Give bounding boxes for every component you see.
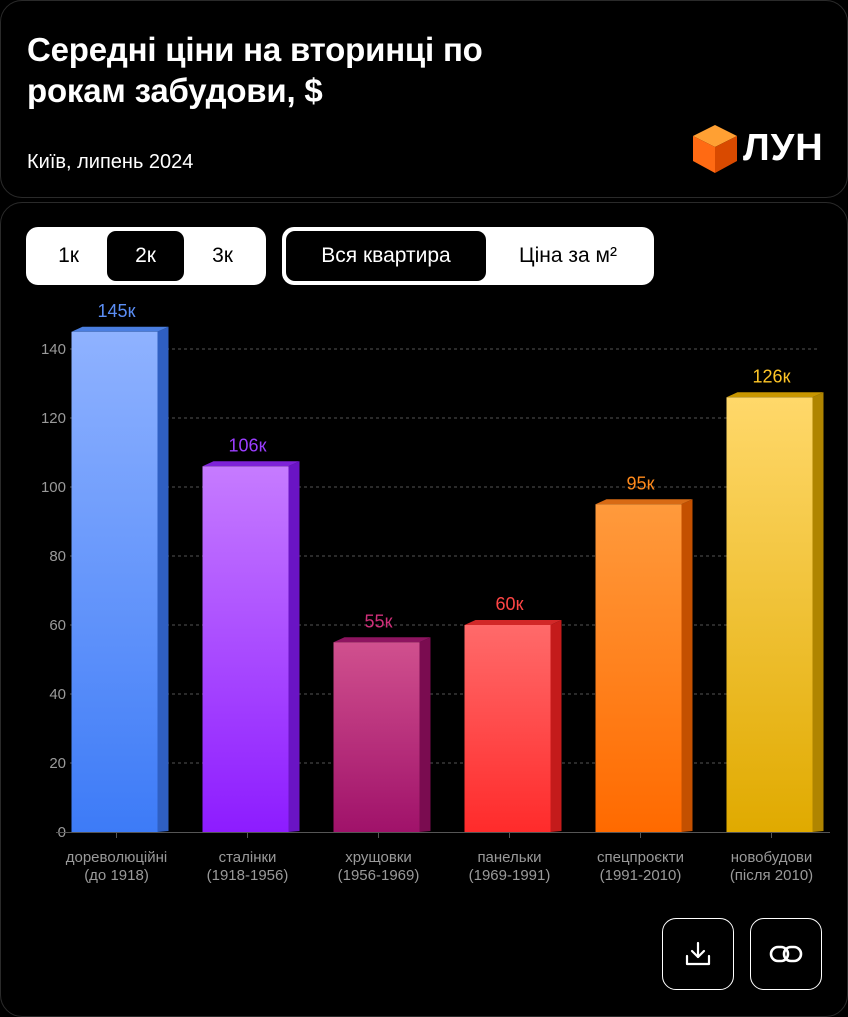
rooms-option-1k[interactable]: 1к xyxy=(58,244,79,267)
bar-cap xyxy=(333,637,431,643)
x-tick-label: хрущовки xyxy=(345,849,412,866)
value-label: 106к xyxy=(229,435,267,455)
price-mode-selector: Вся квартира Ціна за м² xyxy=(282,227,654,285)
rooms-selector: 1к 2к 3к xyxy=(26,227,266,285)
rooms-option-2k[interactable]: 2к xyxy=(107,231,184,281)
link-icon xyxy=(769,945,803,963)
y-tick-label: 120 xyxy=(41,410,66,427)
download-icon xyxy=(685,941,711,966)
cube-icon xyxy=(693,125,737,173)
x-tick-sublabel: (1991-2010) xyxy=(600,867,682,884)
x-tick-sublabel: (1956-1969) xyxy=(338,867,420,884)
bar-cap xyxy=(464,620,562,625)
lun-logo: ЛУН xyxy=(691,123,831,179)
value-label: 126к xyxy=(753,366,791,386)
y-tick-label: 140 xyxy=(41,341,66,358)
x-tick-label: новобудови xyxy=(731,849,812,866)
bar-cap xyxy=(726,392,824,398)
bar-side xyxy=(812,392,824,832)
chart-subtitle: Київ, липень 2024 xyxy=(27,151,194,173)
bar xyxy=(202,466,289,832)
x-tick-label: сталінки xyxy=(219,849,277,866)
bar-cap xyxy=(595,499,693,505)
bar xyxy=(71,331,158,832)
bar-side xyxy=(157,326,169,832)
x-tick-label: панельки xyxy=(477,849,541,866)
price-mode-per-sqm[interactable]: Ціна за м² xyxy=(519,244,617,267)
bar-side xyxy=(550,620,562,832)
logo-text: ЛУН xyxy=(743,127,824,169)
value-label: 60к xyxy=(496,594,524,614)
copy-link-button[interactable] xyxy=(750,918,822,990)
header-card: Середні ціни на вторинці по рокам забудо… xyxy=(0,0,848,198)
download-button[interactable] xyxy=(662,918,734,990)
x-tick-sublabel: (1969-1991) xyxy=(469,867,551,884)
x-tick-sublabel: (1918-1956) xyxy=(207,867,289,884)
y-tick-label: 40 xyxy=(49,686,66,703)
x-tick-label: дореволюційні xyxy=(66,849,168,866)
y-tick-label: 60 xyxy=(49,617,66,634)
x-tick-label: спецпроєкти xyxy=(597,849,684,866)
value-label: 145к xyxy=(98,301,136,321)
x-tick-sublabel: (після 2010) xyxy=(730,867,813,884)
x-tick-sublabel: (до 1918) xyxy=(84,867,149,884)
y-tick-label: 80 xyxy=(49,548,66,565)
bar xyxy=(333,642,420,832)
value-label: 55к xyxy=(365,611,393,631)
bar xyxy=(726,397,813,832)
chart-title: Середні ціни на вторинці по рокам забудо… xyxy=(27,31,483,109)
bar-side xyxy=(419,637,431,832)
value-label: 95к xyxy=(627,473,655,493)
bar xyxy=(595,504,682,832)
bar-cap xyxy=(71,326,169,332)
bar-cap xyxy=(202,461,300,467)
rooms-option-3k[interactable]: 3к xyxy=(212,244,233,267)
y-tick-label: 20 xyxy=(49,755,66,772)
price-mode-whole-apartment[interactable]: Вся квартира xyxy=(286,231,486,281)
bar xyxy=(464,625,551,832)
bar-side xyxy=(288,461,300,832)
bar-side xyxy=(681,499,693,832)
y-tick-label: 100 xyxy=(41,479,66,496)
